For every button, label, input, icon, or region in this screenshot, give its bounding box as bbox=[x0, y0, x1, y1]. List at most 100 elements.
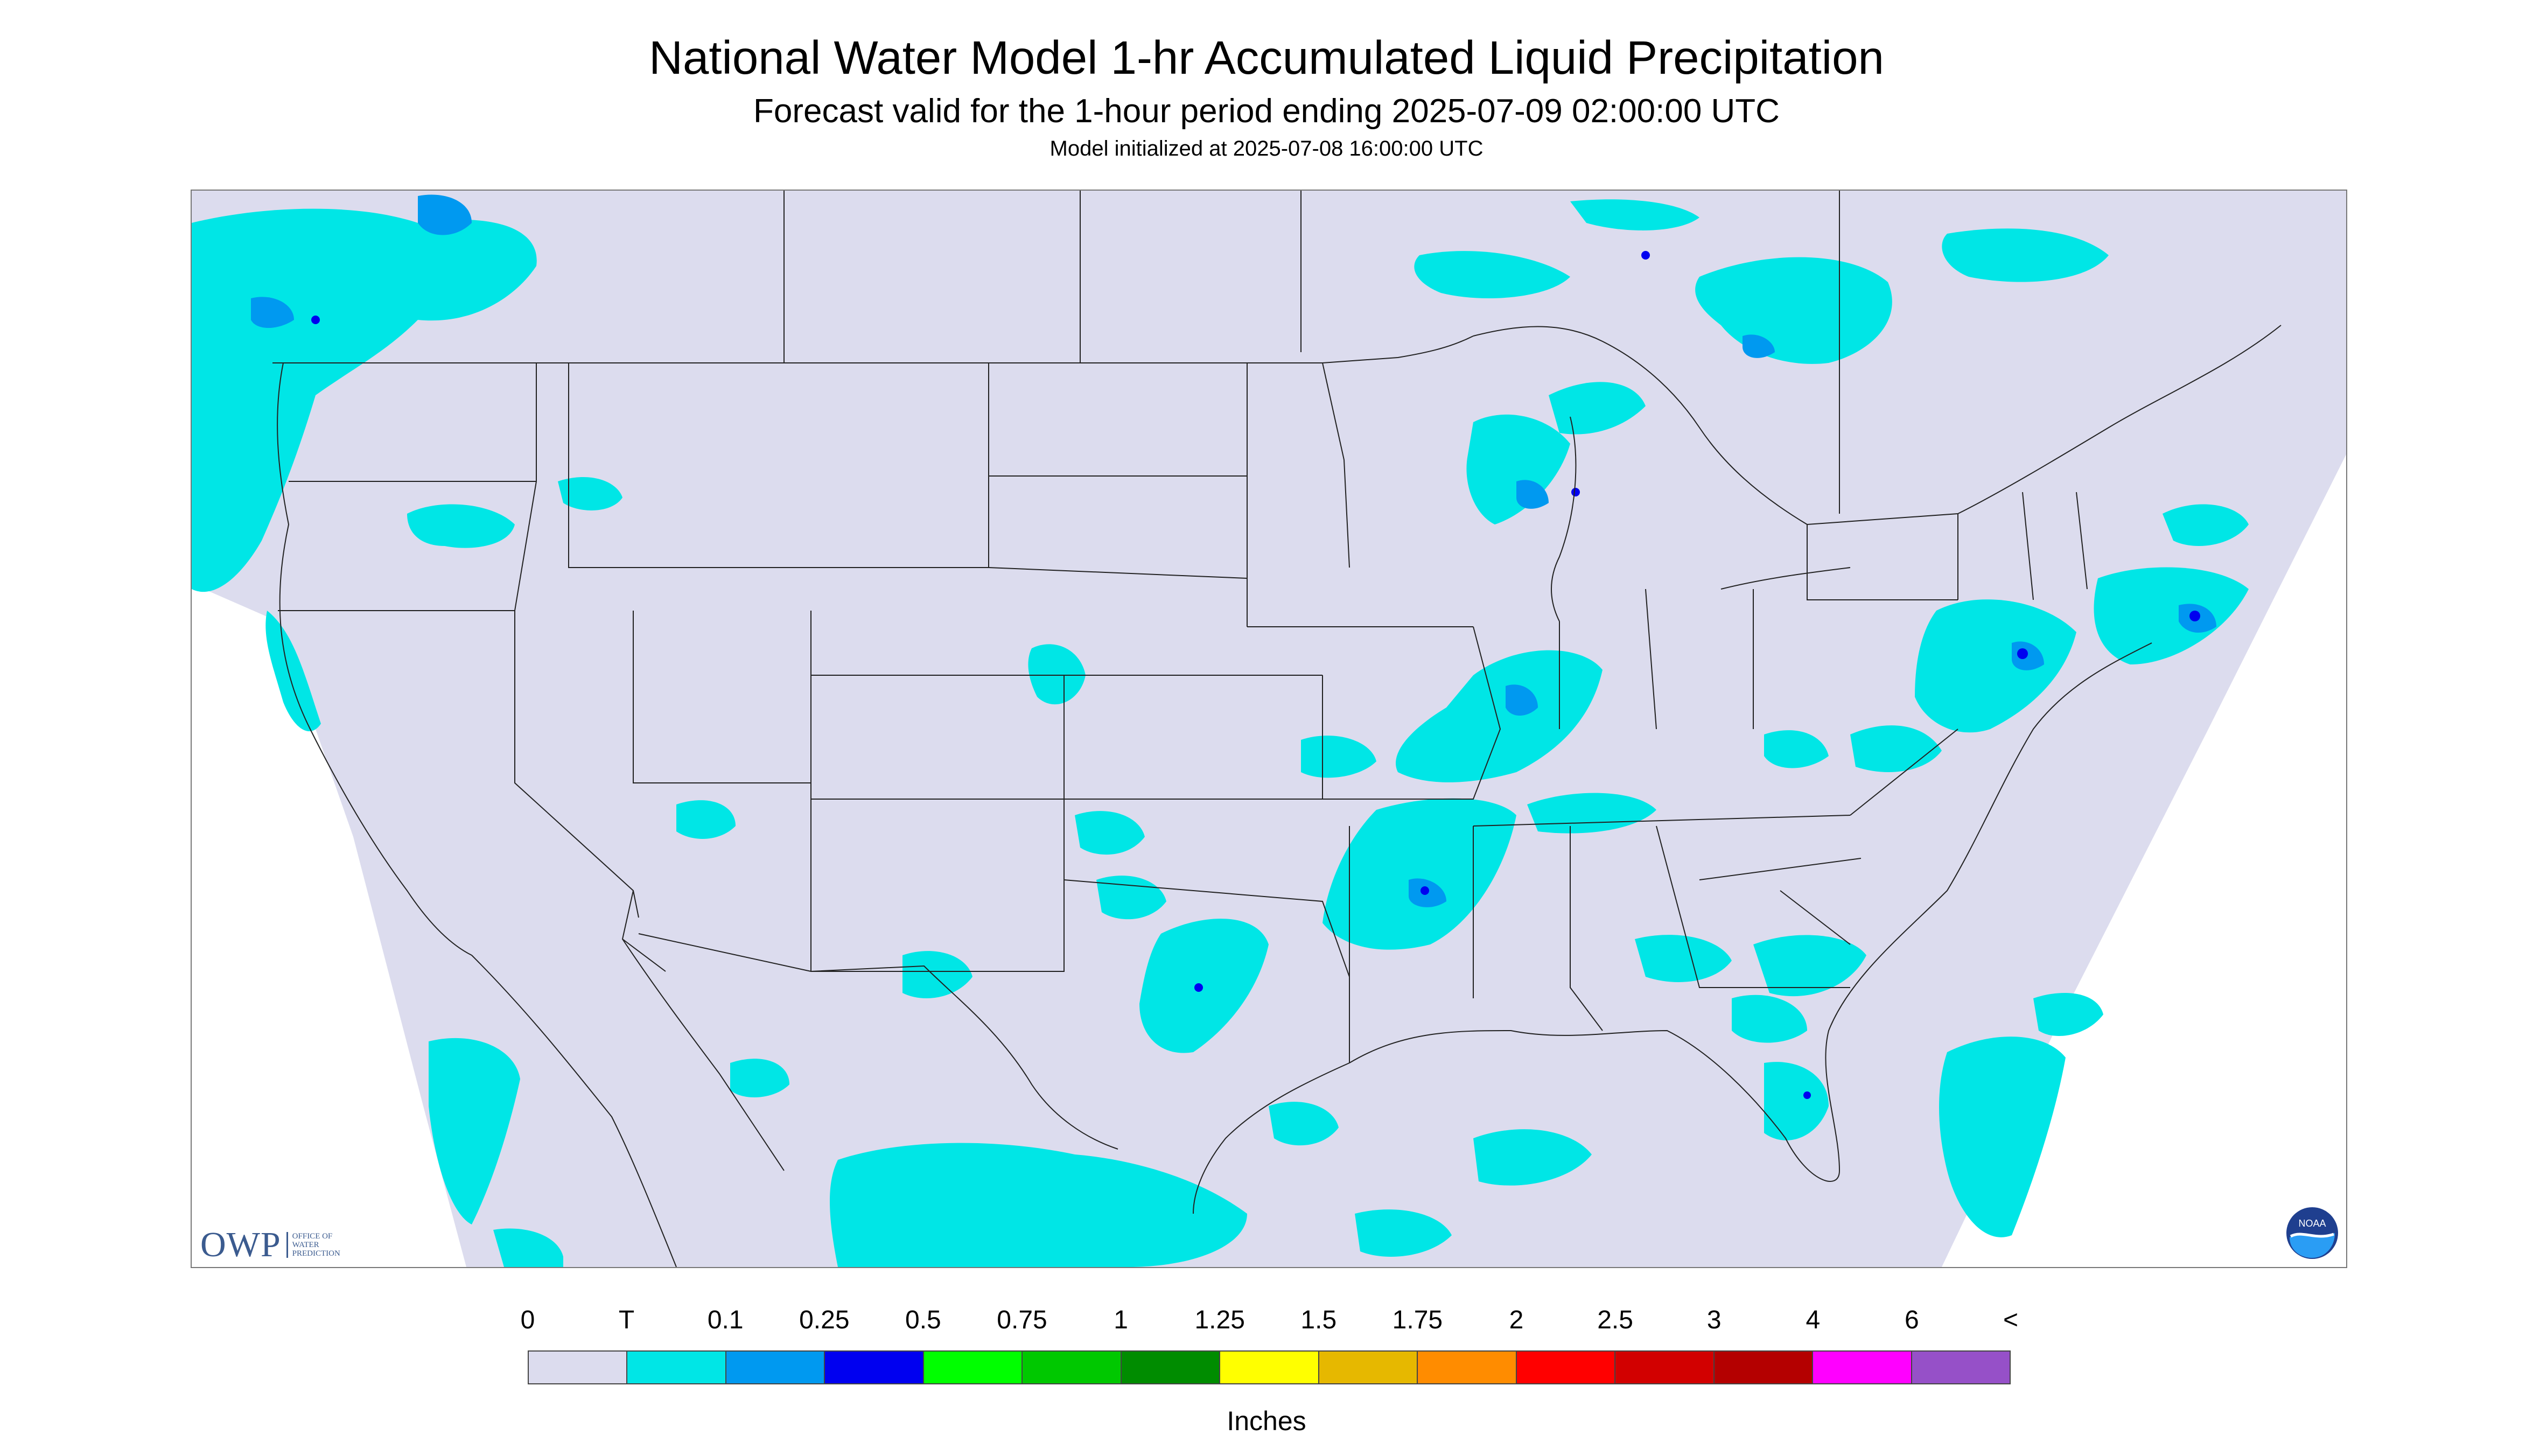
legend-tick-label: T bbox=[618, 1306, 635, 1334]
precip-area-pacific-baja bbox=[493, 1228, 563, 1267]
legend-tick-label: 1.5 bbox=[1300, 1306, 1337, 1334]
south-states-borders bbox=[1349, 825, 1850, 1031]
precip-core-tx bbox=[1194, 983, 1203, 992]
precip-core-bc bbox=[311, 316, 320, 324]
legend-tick-label: 0 bbox=[520, 1306, 535, 1334]
legend-swatch bbox=[1319, 1352, 1418, 1383]
legend-swatch bbox=[1121, 1352, 1221, 1383]
colorado-border bbox=[811, 675, 1065, 800]
pacific-coast bbox=[277, 362, 472, 956]
legend-tick-label: 1.75 bbox=[1392, 1306, 1443, 1334]
legend-tick-label: 4 bbox=[1806, 1306, 1821, 1334]
legend-swatch bbox=[923, 1352, 1023, 1383]
precip-area-wa-moderate bbox=[251, 297, 294, 328]
legend-swatch bbox=[1813, 1352, 1912, 1383]
legend-tick-label: 2.5 bbox=[1597, 1306, 1633, 1334]
legend-swatch bbox=[627, 1352, 726, 1383]
owp-logo-line: OFFICE OF bbox=[292, 1232, 333, 1241]
legend-tick-labels: 0 T 0.1 0.25 0.5 0.75 1 1.25 1.5 1.75 2 2.5 3 4 6 < bbox=[0, 1307, 2533, 1340]
precip-area-mexico-west bbox=[730, 1059, 789, 1097]
precip-core-mi bbox=[1571, 488, 1580, 496]
canada-province-borders bbox=[783, 191, 1840, 514]
precip-area-gulf-east bbox=[1473, 1129, 1592, 1186]
legend-swatch bbox=[529, 1352, 628, 1383]
precip-area-wi-moderate bbox=[1516, 480, 1549, 509]
map-title: National Water Model 1-hr Accumulated Li… bbox=[649, 32, 1884, 84]
nebraska-kansas-border bbox=[988, 567, 1323, 800]
us-canada-border bbox=[272, 335, 1474, 363]
legend-tick-label: 3 bbox=[1706, 1306, 1722, 1334]
montana-wyoming-border bbox=[568, 363, 989, 568]
precip-area-south-georgia bbox=[1732, 995, 1807, 1043]
precip-area-new-england bbox=[2094, 567, 2249, 664]
owp-logo-line: PREDICTION bbox=[292, 1249, 340, 1258]
great-lakes-border bbox=[1473, 325, 2282, 526]
precip-core-ma bbox=[2189, 611, 2200, 621]
precip-area-pacific-south bbox=[429, 1038, 520, 1224]
legend-swatch bbox=[1516, 1352, 1616, 1383]
legend-swatch bbox=[1615, 1352, 1715, 1383]
precip-area-florida bbox=[1764, 1062, 1829, 1140]
precip-area-west-virginia bbox=[1764, 730, 1829, 768]
precip-heavy-cores bbox=[311, 251, 2200, 1099]
model-init-caption: Model initialized at 2025-07-08 16:00:00… bbox=[1049, 137, 1484, 160]
precip-area-oklahoma bbox=[1075, 811, 1145, 855]
map-canvas bbox=[192, 191, 2346, 1267]
precip-area-ontario bbox=[1414, 251, 1570, 298]
baja-coast bbox=[471, 955, 677, 1267]
virginia-border bbox=[1850, 729, 1958, 816]
precip-area-in-moderate bbox=[1506, 684, 1538, 716]
legend-tick-label: 0.25 bbox=[799, 1306, 850, 1334]
missouri-border bbox=[1322, 626, 1501, 800]
gulf-of-california bbox=[622, 939, 785, 1171]
legend-swatch bbox=[726, 1352, 825, 1383]
precip-area-gulf-south bbox=[1355, 1209, 1452, 1257]
texas-coast bbox=[1193, 1062, 1350, 1214]
precip-area-canada-north bbox=[1570, 199, 1699, 230]
mexico-border bbox=[638, 933, 1118, 1150]
legend-swatch bbox=[1912, 1352, 2010, 1383]
legend-swatch bbox=[1220, 1352, 1319, 1383]
legend-swatch bbox=[1714, 1352, 1814, 1383]
legend-tick-label: 0.75 bbox=[997, 1306, 1047, 1334]
illinois-indiana-border bbox=[1559, 589, 1657, 730]
precip-area-atlantic bbox=[1939, 1037, 2066, 1237]
precip-area-qc-moderate bbox=[1743, 334, 1775, 358]
gulf-coast bbox=[1349, 642, 2152, 1182]
minnesota-iowa-border bbox=[1247, 362, 1473, 627]
precip-light-areas bbox=[251, 194, 2216, 907]
precip-area-gulf bbox=[1269, 1102, 1339, 1146]
political-boundaries bbox=[272, 191, 2282, 1267]
legend-tick-label: 1.25 bbox=[1194, 1306, 1245, 1334]
ohio-pa-border bbox=[1753, 524, 1958, 729]
legend-tick-label: 6 bbox=[1905, 1306, 1919, 1334]
legend-tick-label: 1 bbox=[1114, 1306, 1128, 1334]
precip-trace-areas bbox=[192, 199, 2249, 1267]
precip-core-ms bbox=[1421, 886, 1429, 895]
precip-area-new-mexico bbox=[902, 951, 972, 998]
precip-core-nv bbox=[1641, 251, 1650, 260]
owp-logo-text: OFFICE OF WATER PREDICTION bbox=[286, 1232, 340, 1258]
legend-units-label: Inches bbox=[1227, 1406, 1306, 1436]
model-domain bbox=[192, 191, 2346, 1267]
precip-area-alabama-georgia bbox=[1635, 935, 1732, 982]
lake-erie-outline bbox=[1720, 567, 1851, 590]
precip-core-pa bbox=[2017, 648, 2028, 659]
precip-area-texas-east bbox=[1139, 919, 1269, 1053]
legend-tick-label: 0.1 bbox=[707, 1306, 744, 1334]
precip-area-bc-moderate bbox=[418, 194, 472, 235]
precip-area-carolinas bbox=[1753, 935, 1866, 997]
precip-area-atlantic-east bbox=[2033, 993, 2103, 1036]
precip-area-mexico bbox=[830, 1143, 1247, 1267]
legend-swatch bbox=[1023, 1352, 1122, 1383]
forecast-valid-subtitle: Forecast valid for the 1-hour period end… bbox=[753, 93, 1780, 130]
precip-area-wisconsin bbox=[1466, 414, 1570, 524]
precip-area-colorado bbox=[1028, 644, 1086, 705]
legend-swatch bbox=[1418, 1352, 1517, 1383]
owp-logo-mark: OWP bbox=[200, 1225, 281, 1264]
noaa-logo: NOAA bbox=[2286, 1207, 2338, 1259]
precip-area-maine bbox=[2163, 504, 2249, 546]
owp-logo-line: WATER bbox=[292, 1241, 319, 1249]
precip-area-pennsylvania-ny bbox=[1915, 599, 2076, 733]
legend-tick-label: 2 bbox=[1509, 1306, 1524, 1334]
